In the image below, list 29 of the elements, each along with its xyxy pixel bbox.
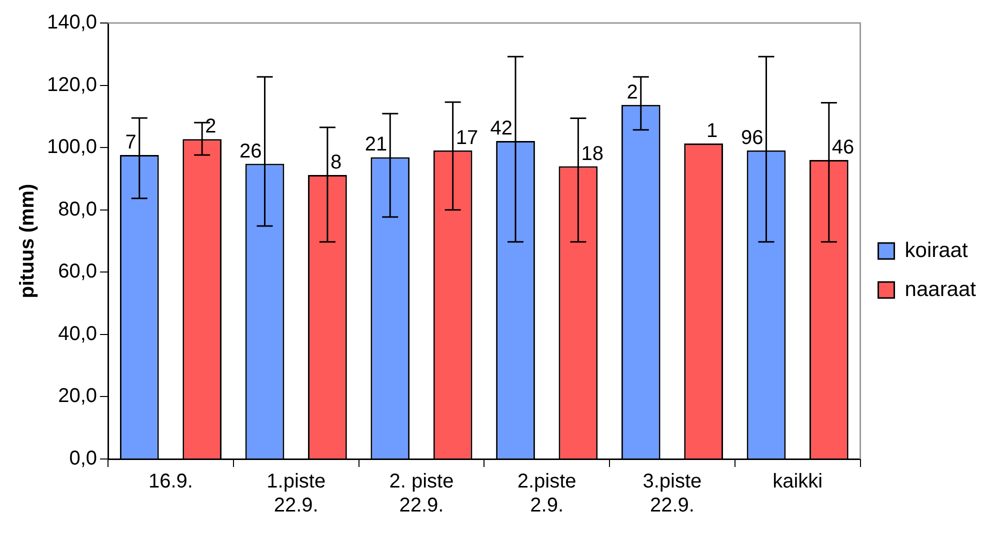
legend-label: koiraat xyxy=(904,238,968,262)
legend-label: naaraat xyxy=(904,278,976,301)
x-tick-label: 2.piste 2.9. xyxy=(517,470,576,517)
x-tick-label: 2. piste 22.9. xyxy=(389,470,454,517)
y-tick-label: 100,0 xyxy=(46,136,98,158)
x-tick-label: kaikki xyxy=(772,470,823,493)
annotation: 96 xyxy=(741,126,764,149)
annotation: 1 xyxy=(706,120,718,142)
y-tick-label: 80,0 xyxy=(58,198,98,220)
x-tick-label: 3.piste 22.9. xyxy=(642,470,702,517)
y-tick-label: 40,0 xyxy=(58,322,98,345)
y-tick-label: 140,0 xyxy=(46,12,98,34)
annotation: 17 xyxy=(456,126,478,149)
annotation: 2 xyxy=(205,116,216,138)
x-tick-label: 16.9. xyxy=(148,470,193,493)
annotation: 42 xyxy=(490,118,513,140)
annotation: 18 xyxy=(581,142,604,165)
y-tick-label: 60,0 xyxy=(58,260,98,283)
annotation: 21 xyxy=(364,134,388,156)
y-tick-label: 120,0 xyxy=(46,74,98,96)
annotation: 2 xyxy=(626,81,638,104)
annotation: 46 xyxy=(832,136,854,159)
annotation: 26 xyxy=(240,140,262,162)
y-axis-title: pituus (mm) xyxy=(16,184,39,298)
x-tick-label: 1.piste 22.9. xyxy=(266,470,326,517)
annotation: 8 xyxy=(330,151,342,174)
y-tick-label: 20,0 xyxy=(58,385,98,408)
y-tick-label: 0,0 xyxy=(69,448,98,470)
annotation: 7 xyxy=(125,132,136,154)
